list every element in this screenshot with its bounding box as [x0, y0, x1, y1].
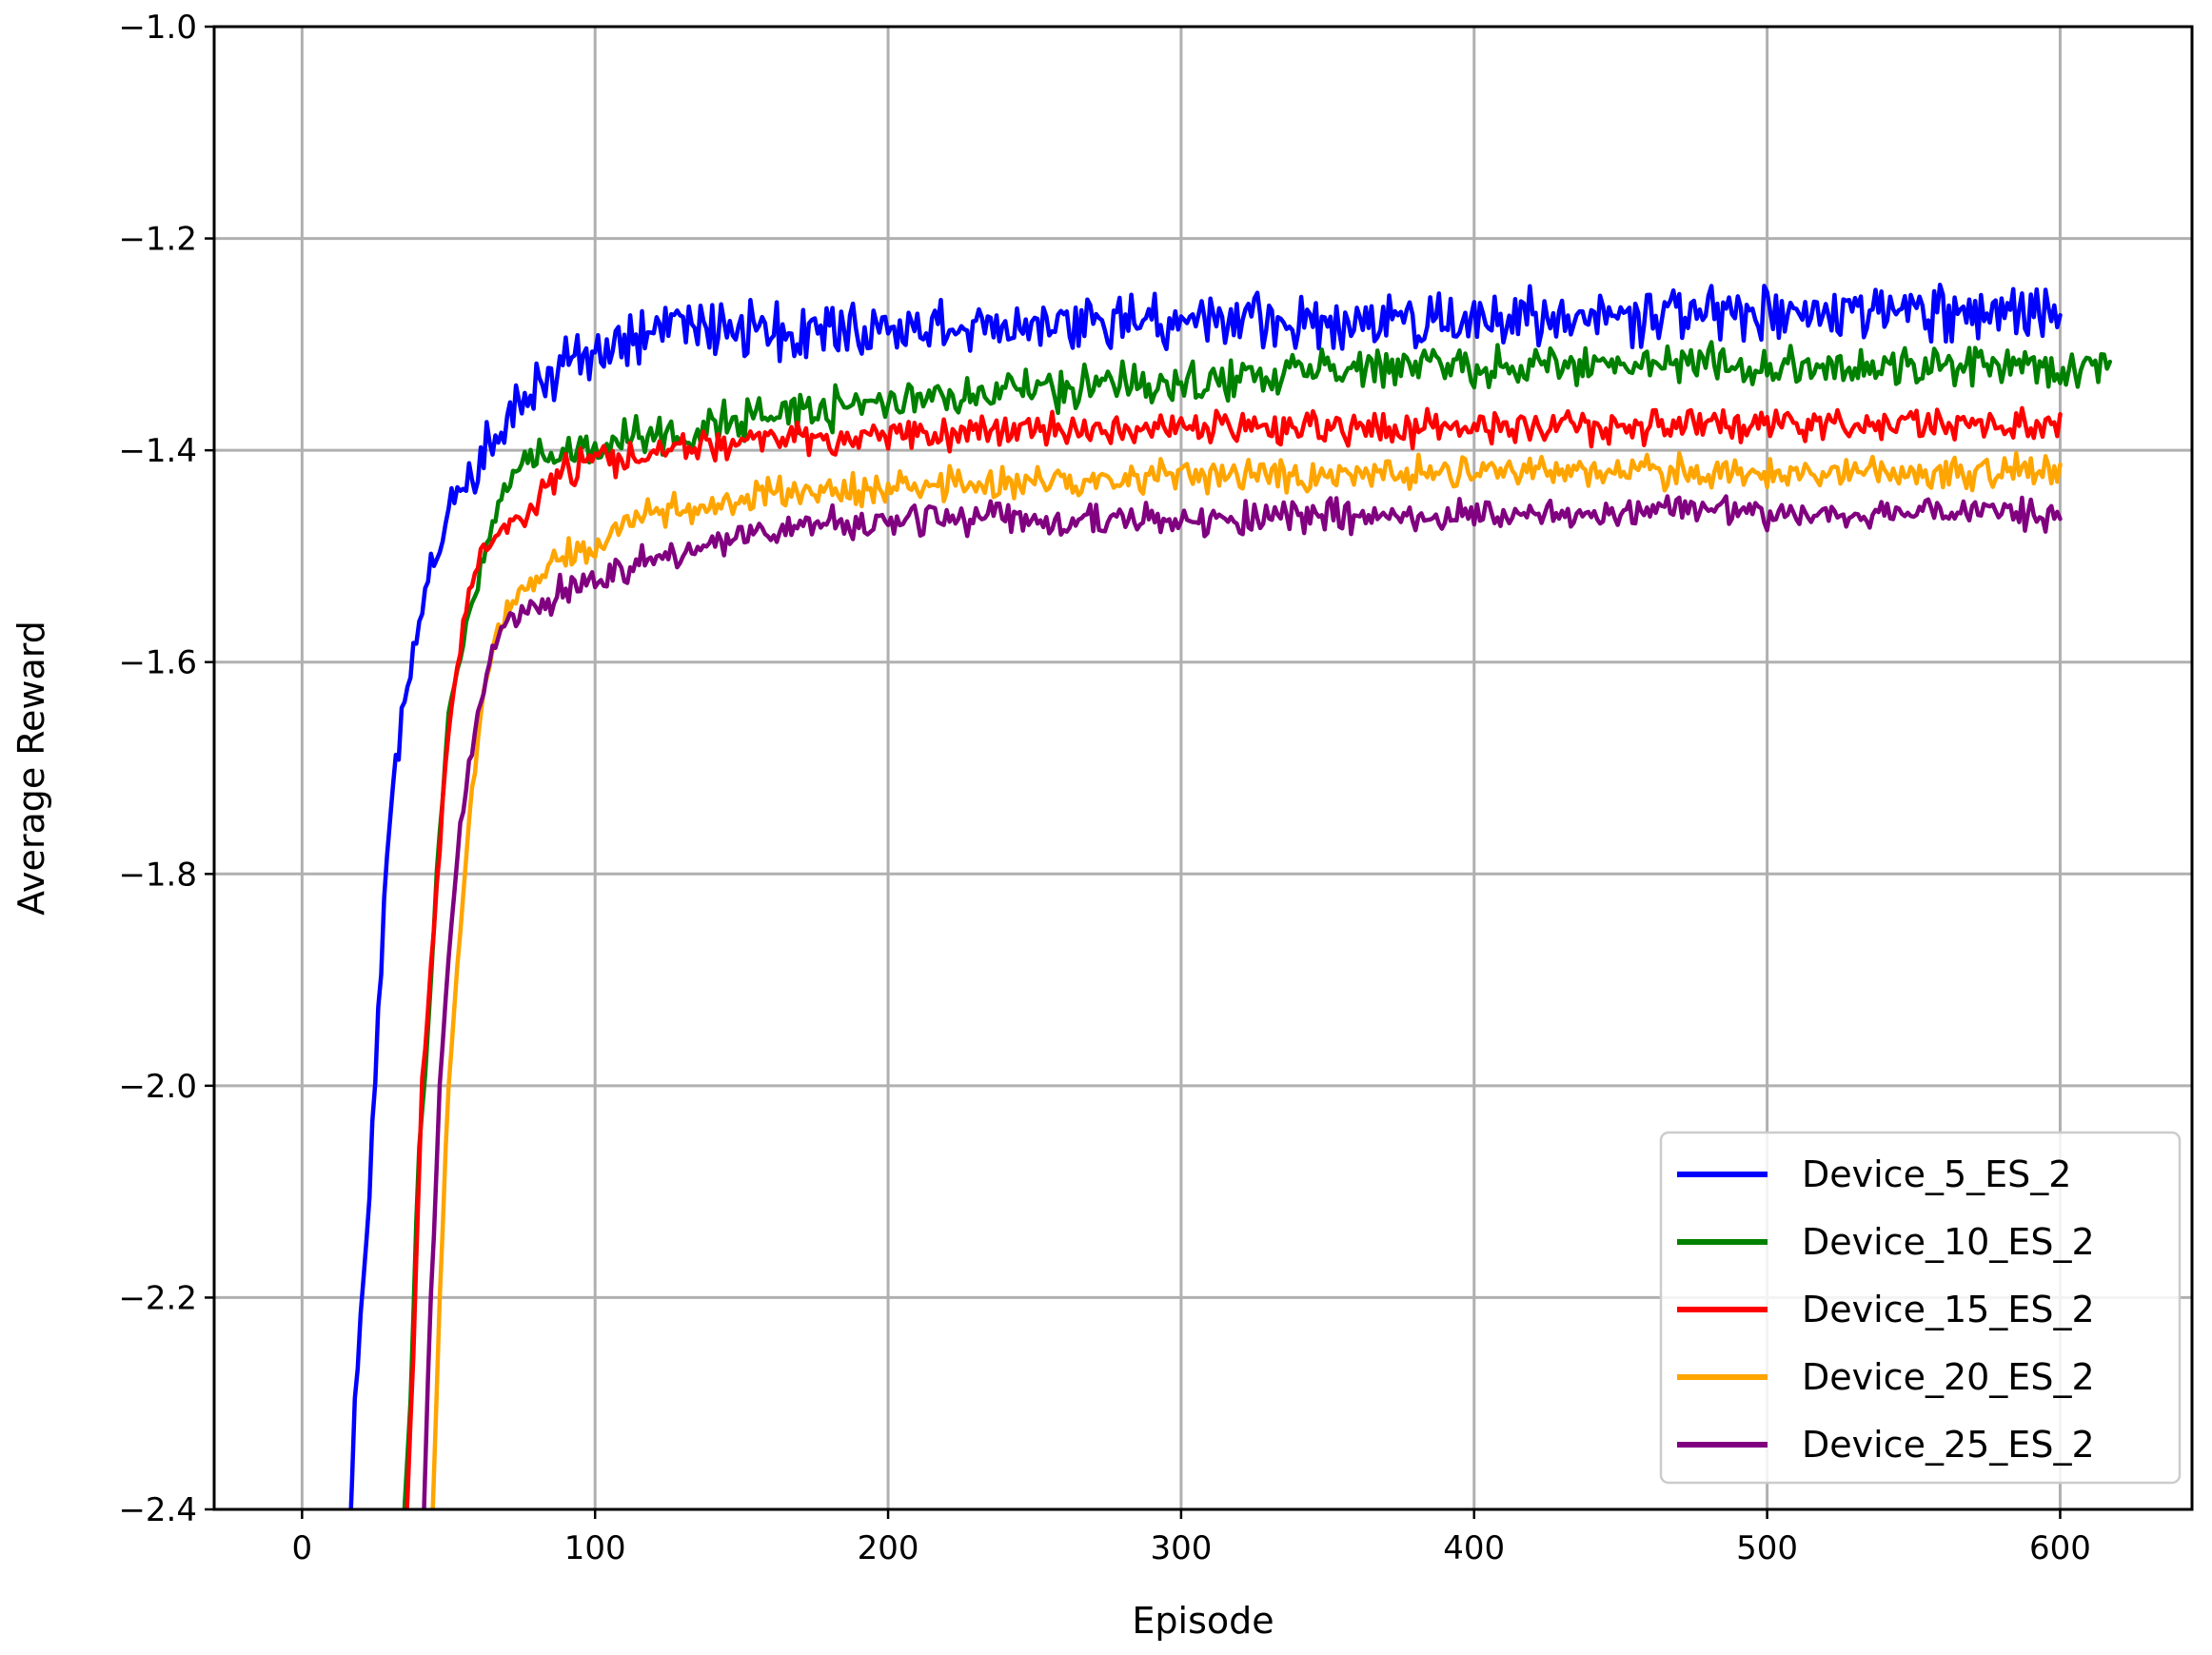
- y-tick-label: −1.4: [118, 432, 197, 470]
- y-tick-label: −1.0: [118, 9, 197, 47]
- legend-label: Device_10_ES_2: [1802, 1221, 2095, 1263]
- x-tick-label: 400: [1443, 1529, 1505, 1567]
- x-tick-label: 100: [564, 1529, 626, 1567]
- x-tick-label: 500: [1736, 1529, 1798, 1567]
- series-line-device-25-es-2: [422, 494, 2063, 1509]
- legend-label: Device_20_ES_2: [1802, 1356, 2095, 1398]
- series-line-device-15-es-2: [405, 405, 2063, 1509]
- series-line-device-5-es-2: [348, 283, 2063, 1509]
- legend-label: Device_25_ES_2: [1802, 1424, 2095, 1466]
- legend-label: Device_15_ES_2: [1802, 1289, 2095, 1330]
- legend-label: Device_5_ES_2: [1802, 1153, 2071, 1195]
- x-tick-label: 600: [2029, 1529, 2091, 1567]
- axis-ticks: 0 100 200 300 400 500 600 −2.4 −2.2 −2.0 −1.8 −1.6 −…: [118, 9, 2090, 1567]
- legend-frame: [1659, 1131, 2182, 1485]
- y-tick-label: −2.0: [118, 1068, 197, 1106]
- y-tick-label: −2.2: [118, 1279, 197, 1317]
- y-tick-label: −1.2: [118, 221, 197, 259]
- x-tick-label: 200: [858, 1529, 919, 1567]
- x-tick-label: 300: [1150, 1529, 1212, 1567]
- legend: Device_5_ES_2 Device_10_ES_2 Device_15_ES_…: [1659, 1131, 2182, 1485]
- plot-frame: [212, 25, 2194, 1511]
- x-tick-label: 0: [292, 1529, 313, 1567]
- y-tick-label: −1.8: [118, 856, 197, 894]
- y-axis-label: Average Reward: [10, 621, 52, 916]
- series-line-device-20-es-2: [430, 450, 2063, 1509]
- series-group: [348, 283, 2113, 1509]
- x-axis-label: Episode: [1132, 1600, 1274, 1642]
- series-line-device-10-es-2: [402, 340, 2113, 1509]
- y-tick-label: −2.4: [118, 1491, 197, 1529]
- y-tick-label: −1.6: [118, 644, 197, 682]
